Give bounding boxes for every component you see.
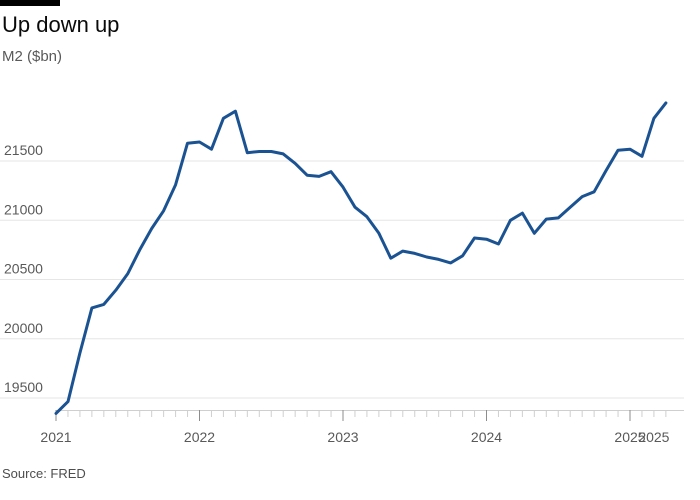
- m2-series-line: [54, 101, 668, 415]
- x-tick-label: 2022: [184, 429, 215, 445]
- y-tick-label: 21000: [4, 201, 43, 217]
- y-tick-label: 19500: [4, 379, 43, 395]
- x-tick-label: 2025: [614, 429, 645, 445]
- grid-lines: [0, 160, 684, 399]
- series-layer: [54, 101, 668, 415]
- source-note: Source: FRED: [2, 466, 86, 481]
- chart-title: Up down up: [2, 12, 120, 37]
- x-tick-label: 2025: [638, 429, 669, 445]
- header-accent-bar: [0, 0, 60, 6]
- x-tick-label: 2023: [327, 429, 358, 445]
- y-tick-label: 20000: [4, 320, 43, 336]
- chart-subtitle: M2 ($bn): [2, 48, 63, 65]
- y-tick-label: 21500: [4, 142, 43, 158]
- x-tick-label: 2021: [40, 429, 71, 445]
- y-axis-ticks: 19500 20000 20500 21000 21500: [4, 142, 43, 395]
- y-tick-label: 20500: [4, 261, 43, 277]
- x-tick-label: 2024: [471, 429, 502, 445]
